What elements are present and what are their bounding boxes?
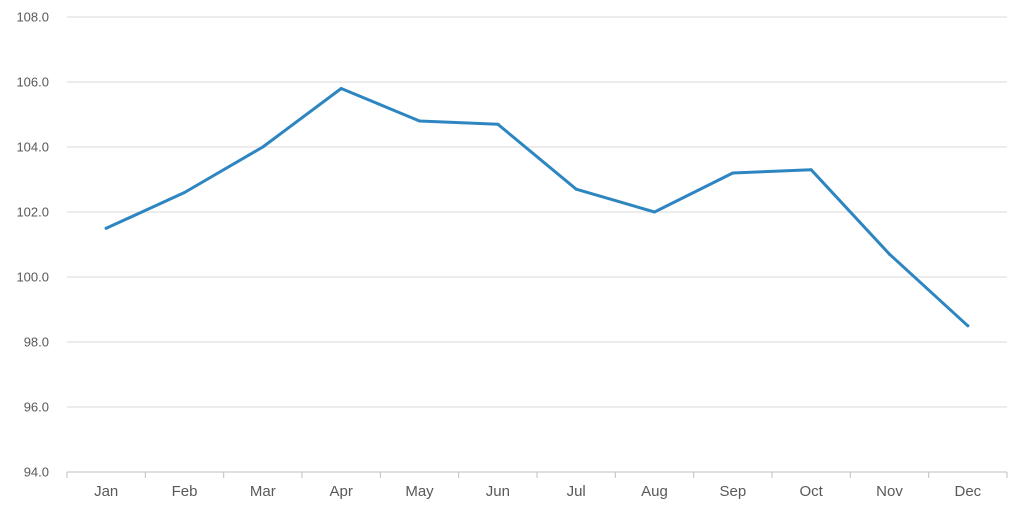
series-line <box>104 87 970 328</box>
y-tick-label: 98.0 <box>24 335 49 350</box>
y-tick-label: 106.0 <box>16 75 49 90</box>
x-tick-label: May <box>405 483 434 500</box>
y-tick-label: 100.0 <box>16 270 49 285</box>
data-point <box>496 122 500 126</box>
data-point <box>574 187 578 191</box>
x-tick-label: Oct <box>799 483 823 500</box>
data-point <box>104 226 108 230</box>
y-axis-tick-labels: 94.0 96.0 98.0 100.0 102.0 104.0 106.0 108.0 <box>16 10 49 480</box>
data-point <box>809 168 813 172</box>
x-tick-label: Dec <box>954 483 981 500</box>
x-tick-label: Jun <box>486 483 510 500</box>
x-tick-label: Jan <box>94 483 118 500</box>
x-tick-label: Jul <box>567 483 586 500</box>
x-tick-label: Feb <box>172 483 198 500</box>
x-tick-label: Nov <box>876 483 903 500</box>
x-tick-label: Aug <box>641 483 668 500</box>
y-tick-label: 94.0 <box>24 465 49 480</box>
data-point <box>966 324 970 328</box>
data-point <box>731 171 735 175</box>
x-tick-label: Apr <box>329 483 352 500</box>
y-tick-label: 102.0 <box>16 205 49 220</box>
y-tick-label: 108.0 <box>16 10 49 25</box>
data-point <box>418 119 421 123</box>
data-point <box>339 87 343 90</box>
x-axis-tick-labels: Jan Feb Mar Apr May Jun Jul Aug Sep Oct Nov Dec <box>94 483 982 500</box>
gridlines <box>67 16 1007 408</box>
data-point <box>888 252 891 256</box>
x-tick-label: Sep <box>719 483 746 500</box>
y-tick-label: 96.0 <box>24 400 49 415</box>
y-tick-label: 104.0 <box>16 140 49 155</box>
x-axis <box>66 471 1008 478</box>
data-point <box>261 145 265 149</box>
data-point <box>183 191 186 194</box>
x-tick-label: Mar <box>250 483 276 500</box>
data-point <box>653 210 656 214</box>
series-layer <box>104 87 970 328</box>
